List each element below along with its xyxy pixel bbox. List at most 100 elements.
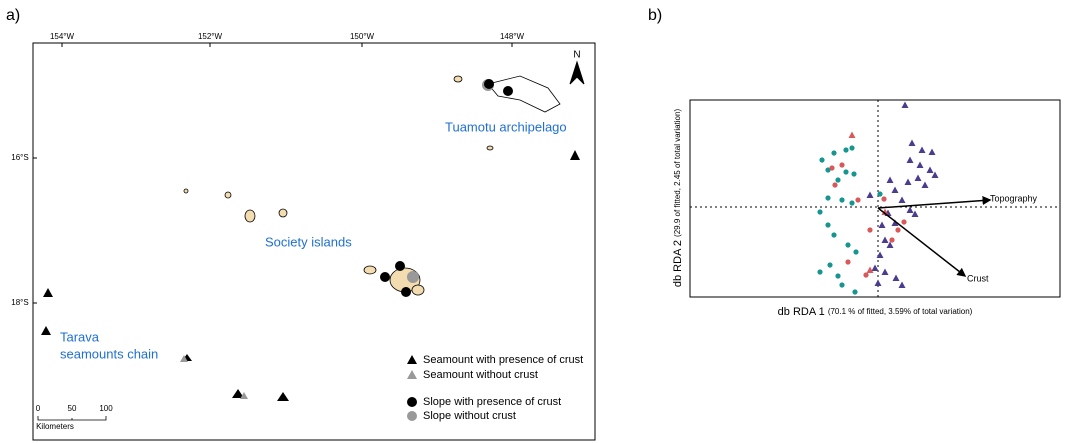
point: [904, 178, 912, 185]
point: [926, 166, 934, 173]
point: [881, 208, 889, 215]
point: [832, 182, 838, 188]
point: [892, 274, 900, 281]
point: [881, 268, 889, 275]
scale-tick: 50: [68, 404, 77, 413]
x-axis-title: db RDA 1 (70.1 % of fitted, 3.59% of tot…: [778, 306, 973, 318]
scale-tick: 100: [99, 404, 113, 413]
vector-arrow: [877, 207, 967, 277]
legend-entry: Seamount without crust: [423, 369, 538, 381]
scale-tick: 0: [36, 404, 41, 413]
place-label: Tarava: [60, 329, 100, 344]
place-label: Society islands: [265, 234, 352, 249]
point: [906, 206, 914, 213]
point: [819, 157, 825, 163]
place-label: seamounts chain: [60, 346, 158, 361]
point: [835, 273, 841, 279]
panel-label: b): [648, 7, 662, 24]
point: [928, 148, 936, 155]
point: [817, 209, 823, 215]
lat-tick: 16°S: [11, 153, 28, 162]
north-label: N: [573, 50, 580, 61]
point: [898, 281, 906, 288]
north-arrow: [569, 60, 585, 85]
point: [866, 191, 874, 198]
vector-arrow: [877, 196, 992, 209]
point: [918, 146, 926, 153]
axis-main: db RDA 2: [672, 240, 684, 287]
point: [914, 174, 922, 181]
point: [831, 150, 837, 156]
y-axis-title: db RDA 2 (29.9 of fitted, 2.45 of total …: [672, 109, 684, 288]
islands: [183, 75, 561, 296]
point: [849, 145, 855, 151]
point: [886, 176, 894, 183]
point: [901, 101, 909, 108]
point: [891, 219, 899, 226]
vector-label: Topography: [990, 193, 1038, 203]
point: [906, 156, 914, 163]
point: [863, 272, 869, 278]
point: [889, 237, 895, 243]
point: [845, 242, 851, 248]
point: [881, 196, 887, 202]
point: [921, 181, 929, 188]
lon-tick: 154°W: [50, 32, 75, 41]
point: [843, 169, 849, 175]
point: [851, 171, 857, 177]
point: [825, 195, 831, 201]
point: [916, 161, 924, 168]
point: [881, 236, 889, 243]
point: [886, 241, 894, 248]
point: [867, 227, 873, 233]
point: [898, 196, 906, 203]
scatter-points: [817, 101, 939, 295]
point: [829, 165, 835, 171]
lat-tick: 18°S: [11, 298, 28, 307]
lon-tick: 148°W: [500, 32, 525, 41]
point: [878, 221, 886, 228]
point: [839, 162, 845, 168]
point: [895, 227, 901, 233]
point: [848, 131, 856, 138]
lon-tick: 152°W: [198, 32, 223, 41]
point: [831, 232, 837, 238]
point: [843, 147, 849, 153]
point: [817, 269, 823, 275]
legend-entry: Seamount with presence of crust: [423, 354, 583, 366]
point: [825, 167, 831, 173]
point: [911, 210, 919, 217]
lon-tick: 150°W: [350, 32, 375, 41]
point: [825, 222, 831, 228]
point: [845, 259, 851, 265]
point: [849, 200, 855, 206]
point: [835, 177, 841, 183]
point: [839, 282, 845, 288]
point: [827, 262, 833, 268]
panel-label: a): [6, 7, 20, 24]
axis-detail: (70.1 % of fitted, 3.59% of total variat…: [828, 307, 973, 316]
axis-main: db RDA 1: [778, 306, 825, 318]
point: [853, 249, 859, 255]
point: [874, 279, 882, 286]
sites: [41, 79, 580, 401]
map-frame: [32, 42, 596, 441]
point: [901, 219, 907, 225]
point: [839, 197, 845, 203]
vector-label: Crust: [967, 273, 989, 283]
point: [871, 264, 879, 271]
axis-detail: (29.9 of fitted, 2.45 of total variation…: [673, 109, 682, 237]
point: [891, 186, 899, 193]
scale-unit: Kilometers: [36, 422, 74, 431]
legend-entry: Slope with presence of crust: [423, 396, 561, 408]
point: [877, 191, 883, 197]
point: [855, 197, 861, 203]
point: [876, 251, 884, 258]
point: [866, 266, 874, 273]
point: [852, 289, 858, 295]
place-label: Tuamotu archipelago: [445, 119, 567, 134]
point: [908, 139, 916, 146]
legend-entry: Slope without crust: [423, 410, 516, 422]
